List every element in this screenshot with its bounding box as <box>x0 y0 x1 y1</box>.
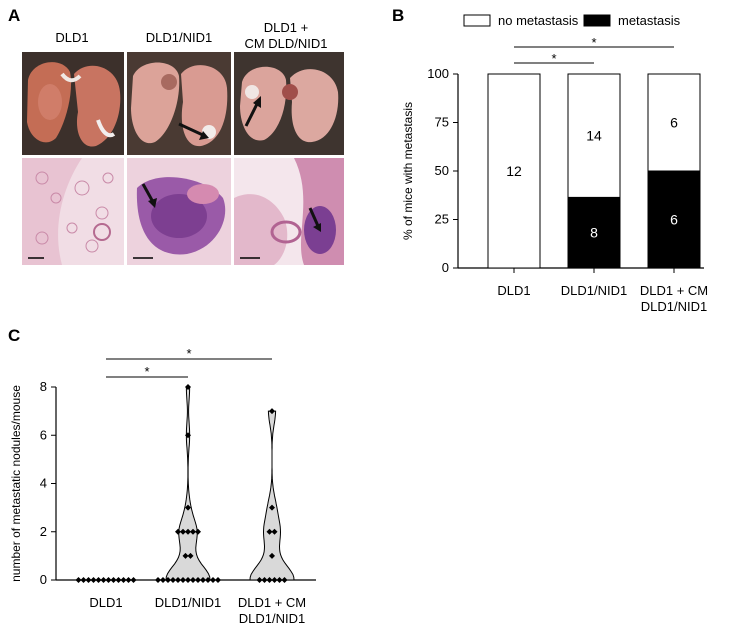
y-tick-label: 75 <box>435 115 449 130</box>
x-tick-label: DLD1 <box>89 595 122 610</box>
data-point <box>90 577 97 583</box>
data-point <box>160 577 166 583</box>
data-point <box>185 432 191 439</box>
panel-a-label-cm: DLD1 + CM DLD/NID1 <box>244 20 328 51</box>
x-tick-label: DLD1/NID1 <box>155 595 221 610</box>
y-tick-label: 25 <box>435 212 449 227</box>
data-point <box>271 528 278 535</box>
data-point <box>182 552 189 559</box>
y-tick-label: 0 <box>442 260 449 275</box>
data-point <box>155 577 161 583</box>
y-tick-label: 8 <box>40 379 47 394</box>
bar-metastasis <box>567 196 621 269</box>
bar-label-no-metastasis: 6 <box>670 115 678 131</box>
data-point <box>269 408 275 415</box>
data-point <box>95 577 102 583</box>
data-point <box>190 577 196 583</box>
data-point <box>100 577 107 583</box>
panel-a-label-dld1: DLD1 <box>55 30 89 45</box>
data-point <box>185 384 191 390</box>
data-point <box>187 552 194 559</box>
data-point <box>276 577 283 583</box>
panel-c-letter: C <box>8 326 21 345</box>
y-axis-label: % of mice with metastasis <box>401 102 415 240</box>
data-point <box>190 528 196 535</box>
y-tick-label: 100 <box>427 66 449 81</box>
y-tick-label: 4 <box>40 476 47 491</box>
data-point <box>195 528 201 535</box>
data-point <box>261 577 268 583</box>
legend-swatch-1 <box>463 14 491 27</box>
lung-photo-dld1 <box>22 52 124 155</box>
panel-a-letter: A <box>8 6 21 25</box>
legend-swatch-2 <box>583 14 611 27</box>
data-point <box>180 528 186 535</box>
y-tick-label: 6 <box>40 427 47 442</box>
data-point <box>266 528 273 535</box>
data-point <box>115 577 122 583</box>
data-point <box>185 577 191 583</box>
data-point <box>215 577 221 583</box>
histology-dld1 <box>22 158 124 265</box>
y-tick-label: 50 <box>435 163 449 178</box>
panel-a-label-dld1-nid1: DLD1/NID1 <box>145 30 213 45</box>
x-tick-label: DLD1 + CM DLD1/NID1 <box>238 595 306 626</box>
data-point <box>210 577 216 583</box>
bar-label-metastasis: 8 <box>590 225 598 241</box>
x-tick-label: DLD1 + CM DLD1/NID1 <box>640 283 708 314</box>
data-point <box>185 528 191 535</box>
data-point <box>165 577 171 583</box>
data-point <box>75 577 82 583</box>
data-point <box>195 577 201 583</box>
x-tick-label: DLD1/NID1 <box>561 283 627 298</box>
data-point <box>269 552 275 559</box>
panel-b-chart: no metastasis metastasis * * 0 25 50 75 100 % of … <box>401 13 708 314</box>
y-tick-label: 2 <box>40 524 47 539</box>
lung-photo-dld1-nid1 <box>127 52 231 155</box>
data-point <box>175 528 181 535</box>
legend-label-2: metastasis <box>618 13 681 28</box>
data-point <box>125 577 132 583</box>
data-point <box>175 577 181 583</box>
legend-label-1: no metastasis <box>498 13 579 28</box>
data-point <box>185 504 191 511</box>
significance-star-1: * <box>186 346 191 361</box>
data-point <box>85 577 92 583</box>
data-point <box>205 577 211 583</box>
x-tick-label: DLD1 <box>497 283 530 298</box>
y-tick-label: 0 <box>40 572 47 587</box>
panel-c-chart: * * 0 2 4 6 8 number of metastatic nodules/mous… <box>9 346 316 626</box>
data-point <box>130 577 137 583</box>
bar-label-no-metastasis: 14 <box>586 128 602 144</box>
data-point <box>256 577 263 583</box>
bar-label-metastasis: 6 <box>670 212 678 228</box>
panel-b-letter: B <box>392 6 405 25</box>
significance-star-2: * <box>551 51 556 66</box>
data-point <box>110 577 117 583</box>
significance-star-2: * <box>144 364 149 379</box>
bar-no-metastasis <box>487 73 541 269</box>
data-point <box>200 577 206 583</box>
data-point <box>105 577 112 583</box>
data-point <box>266 577 273 583</box>
lung-photo-cm <box>234 52 344 155</box>
histology-dld1-nid1 <box>127 158 231 265</box>
bar-no-metastasis <box>647 73 701 172</box>
data-point <box>170 577 176 583</box>
y-axis-label: number of metastatic nodules/mouse <box>9 385 23 582</box>
data-point <box>180 577 186 583</box>
data-point <box>80 577 87 583</box>
bar-label-no-metastasis: 12 <box>506 163 522 179</box>
bar-no-metastasis <box>567 73 621 198</box>
significance-star-1: * <box>591 35 596 50</box>
data-point <box>281 577 288 583</box>
data-point <box>269 504 275 511</box>
histology-cm <box>234 158 344 265</box>
violin-shape <box>165 386 211 581</box>
data-point <box>120 577 127 583</box>
violin-shape <box>249 410 295 581</box>
data-point <box>271 577 278 583</box>
bar-metastasis <box>647 170 701 269</box>
